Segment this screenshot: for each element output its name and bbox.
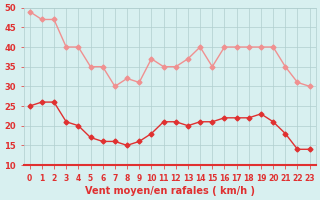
X-axis label: Vent moyen/en rafales ( km/h ): Vent moyen/en rafales ( km/h ) — [85, 186, 255, 196]
